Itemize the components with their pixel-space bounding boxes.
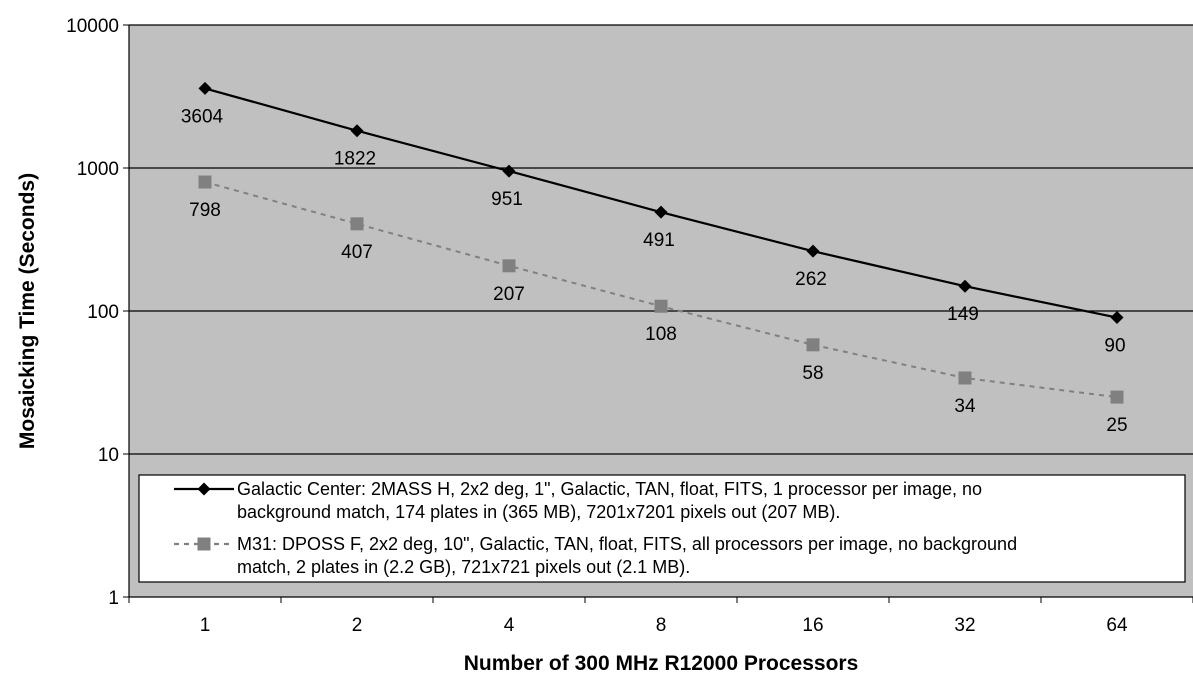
x-tick-label: 4 [504,615,515,636]
legend-entry-text: M31: DPOSS F, 2x2 deg, 10", Galactic, TA… [237,534,1017,554]
x-tick-label: 16 [802,615,823,636]
x-tick-label: 8 [656,615,667,636]
x-tick-label: 64 [1106,615,1128,636]
data-point-marker [198,81,212,95]
data-point-marker [350,124,364,138]
x-tick-label: 1 [200,615,211,636]
legend-entry-text: match, 2 plates in (2.2 GB), 721x721 pix… [237,557,690,577]
legend-entry-text: background match, 174 plates in (365 MB)… [237,502,840,522]
data-point-marker [1110,311,1124,325]
data-label: 90 [1104,336,1125,357]
legend-box [138,474,1186,583]
data-point-marker [806,338,820,352]
legend-marker-1 [197,482,211,496]
data-label: 407 [341,242,373,263]
y-tick-label: 100 [87,302,119,323]
data-label: 58 [802,363,823,384]
data-label: 149 [947,304,979,325]
y-tick-label: 10 [98,445,119,466]
data-labels: 3604 1822 951 491 262 149 90 798 407 207 108 58 34 25 [181,106,1128,436]
data-point-marker [198,175,212,189]
data-point-marker [806,244,820,258]
y-tick-label: 10000 [66,16,119,37]
data-point-marker [350,217,364,231]
data-label: 108 [645,324,677,345]
y-tick-label: 1000 [77,159,119,180]
data-label: 491 [643,230,675,251]
legend-entry-text: Galactic Center: 2MASS H, 2x2 deg, 1", G… [237,479,982,499]
x-tick-label: 2 [352,615,363,636]
x-tick-label: 32 [954,615,975,636]
data-label: 34 [954,396,976,417]
series-layer [198,81,1124,404]
data-label: 207 [493,284,525,305]
data-label: 1822 [334,149,376,170]
data-label: 25 [1106,415,1127,436]
data-label: 951 [491,189,523,210]
y-tick-label: 1 [108,588,119,609]
data-point-marker [502,259,516,273]
data-point-marker [654,205,668,219]
data-point-marker [958,371,972,385]
data-label: 798 [189,200,221,221]
axes: 1 10 100 1000 10000 1 2 4 8 16 32 64 [66,16,1193,636]
data-point-marker [654,299,668,313]
data-label: 3604 [181,106,224,127]
y-axis-title: Mosaicking Time (Seconds) [16,173,39,449]
x-axis-title: Number of 300 MHz R12000 Processors [464,652,859,675]
legend: Galactic Center: 2MASS H, 2x2 deg, 1", G… [138,474,1186,583]
data-point-marker [1110,390,1124,404]
legend-marker-2 [197,537,211,551]
data-label: 262 [795,269,827,290]
data-point-marker [958,279,972,293]
data-point-marker [502,164,516,178]
